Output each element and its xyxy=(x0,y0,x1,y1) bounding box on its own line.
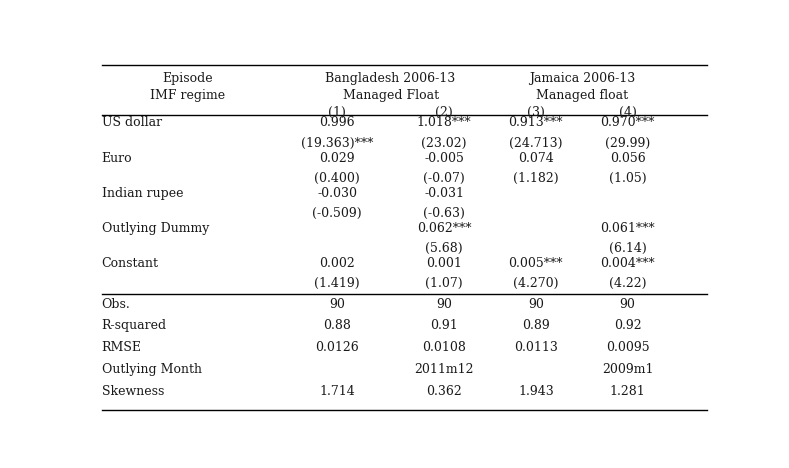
Text: 0.0113: 0.0113 xyxy=(514,341,558,354)
Text: Obs.: Obs. xyxy=(102,298,130,311)
Text: -0.030: -0.030 xyxy=(317,187,357,200)
Text: 0.970***: 0.970*** xyxy=(600,117,655,129)
Text: 0.0108: 0.0108 xyxy=(422,341,466,354)
Text: (1.07): (1.07) xyxy=(425,277,463,290)
Text: 2011m12: 2011m12 xyxy=(414,363,474,376)
Text: 0.89: 0.89 xyxy=(522,319,550,332)
Text: (1): (1) xyxy=(328,106,346,119)
Text: Euro: Euro xyxy=(102,152,133,165)
Text: 0.0126: 0.0126 xyxy=(316,341,359,354)
Text: 0.996: 0.996 xyxy=(320,117,355,129)
Text: 0.001: 0.001 xyxy=(426,257,462,270)
Text: Bangladesh 2006-13: Bangladesh 2006-13 xyxy=(326,73,456,85)
Text: 0.002: 0.002 xyxy=(320,257,355,270)
Text: 0.004***: 0.004*** xyxy=(600,257,655,270)
Text: 0.91: 0.91 xyxy=(430,319,458,332)
Text: (0.400): (0.400) xyxy=(314,172,360,185)
Text: 1.943: 1.943 xyxy=(518,385,554,398)
Text: Managed float: Managed float xyxy=(536,88,628,102)
Text: 0.005***: 0.005*** xyxy=(509,257,563,270)
Text: (4.270): (4.270) xyxy=(513,277,559,290)
Text: Indian rupee: Indian rupee xyxy=(102,187,183,200)
Text: (24.713): (24.713) xyxy=(509,137,563,149)
Text: -0.031: -0.031 xyxy=(424,187,464,200)
Text: 90: 90 xyxy=(528,298,544,311)
Text: 0.913***: 0.913*** xyxy=(509,117,563,129)
Text: 90: 90 xyxy=(329,298,345,311)
Text: (4): (4) xyxy=(619,106,637,119)
Text: Constant: Constant xyxy=(102,257,159,270)
Text: Managed Float: Managed Float xyxy=(342,88,439,102)
Text: (4.22): (4.22) xyxy=(609,277,646,290)
Text: Outlying Month: Outlying Month xyxy=(102,363,202,376)
Text: (29.99): (29.99) xyxy=(605,137,650,149)
Text: (19.363)***: (19.363)*** xyxy=(301,137,373,149)
Text: 0.88: 0.88 xyxy=(323,319,351,332)
Text: 90: 90 xyxy=(619,298,635,311)
Text: 0.056: 0.056 xyxy=(610,152,645,165)
Text: (6.14): (6.14) xyxy=(608,242,646,255)
Text: 0.362: 0.362 xyxy=(426,385,462,398)
Text: Outlying Dummy: Outlying Dummy xyxy=(102,222,209,235)
Text: 0.92: 0.92 xyxy=(614,319,641,332)
Text: 1.281: 1.281 xyxy=(610,385,645,398)
Text: (1.419): (1.419) xyxy=(314,277,360,290)
Text: (23.02): (23.02) xyxy=(421,137,467,149)
Text: 1.018***: 1.018*** xyxy=(417,117,471,129)
Text: (1.05): (1.05) xyxy=(609,172,646,185)
Text: 2009m1: 2009m1 xyxy=(602,363,653,376)
Text: R-squared: R-squared xyxy=(102,319,166,332)
Text: 90: 90 xyxy=(436,298,452,311)
Text: (1.182): (1.182) xyxy=(513,172,559,185)
Text: (-0.07): (-0.07) xyxy=(423,172,465,185)
Text: (-0.509): (-0.509) xyxy=(312,207,362,220)
Text: (-0.63): (-0.63) xyxy=(423,207,465,220)
Text: 1.714: 1.714 xyxy=(320,385,355,398)
Text: Skewness: Skewness xyxy=(102,385,164,398)
Text: -0.005: -0.005 xyxy=(424,152,464,165)
Text: IMF regime: IMF regime xyxy=(150,88,225,102)
Text: (3): (3) xyxy=(527,106,544,119)
Text: 0.029: 0.029 xyxy=(320,152,355,165)
Text: 0.0095: 0.0095 xyxy=(606,341,649,354)
Text: US dollar: US dollar xyxy=(102,117,162,129)
Text: Jamaica 2006-13: Jamaica 2006-13 xyxy=(529,73,635,85)
Text: 0.061***: 0.061*** xyxy=(600,222,655,235)
Text: (5.68): (5.68) xyxy=(425,242,463,255)
Text: 0.062***: 0.062*** xyxy=(417,222,471,235)
Text: (2): (2) xyxy=(436,106,453,119)
Text: 0.074: 0.074 xyxy=(518,152,554,165)
Text: Episode: Episode xyxy=(162,73,212,85)
Text: RMSE: RMSE xyxy=(102,341,142,354)
